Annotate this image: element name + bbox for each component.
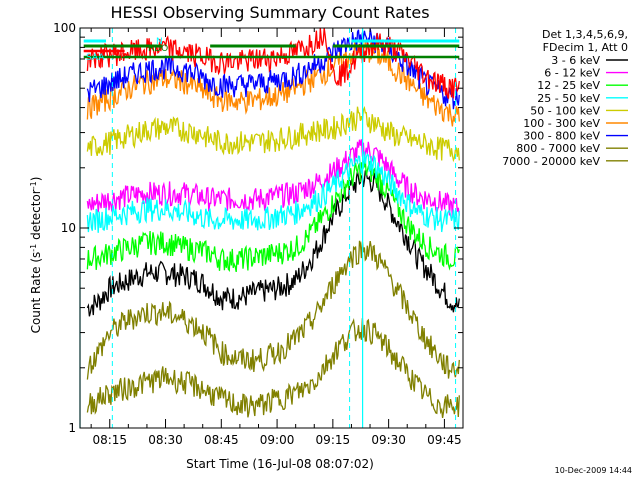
series-3-6-kev — [86, 170, 460, 317]
legend-label-800-7000-kev: 800 - 7000 keV — [516, 142, 600, 155]
legend-header-2: FDecim 1, Att 0 — [543, 41, 628, 54]
y-axis-label: Count Rate (s-1 detector-1) — [29, 177, 44, 334]
y-tick-label: 10 — [61, 221, 76, 235]
axis-layer: 08:15 08:30 08:45 09:00 09:15 09:30 09:45 1 10 10… — [53, 21, 464, 447]
overlay-label-f: F — [120, 53, 125, 63]
series-7000-20000-kev — [86, 317, 460, 418]
x-tick-label: 09:30 — [371, 433, 406, 447]
series-3-6-kev-red — [86, 27, 460, 99]
overlay-label-saa: SAA — [86, 53, 105, 63]
legend-label-300-800-kev: 300 - 800 keV — [523, 130, 600, 143]
x-tick-label: 08:30 — [148, 433, 183, 447]
series-25-50-kev — [86, 151, 460, 233]
y-label-close: ) — [29, 177, 43, 182]
legend-label-100-300-kev: 100 - 300 keV — [523, 117, 600, 130]
series-100-300-kev — [86, 40, 460, 127]
y-label-exp: -1 — [29, 244, 38, 252]
x-tick-label: 09:15 — [316, 433, 351, 447]
y-tick-label: 100 — [53, 21, 76, 35]
y-label-exp2: -1 — [29, 181, 38, 189]
series-800-7000-kev — [86, 240, 460, 380]
legend: Det 1,3,4,5,6,9, FDecim 1, Att 0 3 - 6 k… — [502, 28, 628, 168]
legend-label-25-50-kev: 25 - 50 keV — [537, 92, 600, 105]
y-label-tail: detector — [29, 189, 43, 244]
x-tick-label: 09:00 — [260, 433, 295, 447]
x-tick-label: 09:45 — [427, 433, 462, 447]
legend-label-6-12-kev: 6 - 12 keV — [544, 67, 600, 80]
series-6-12-kev — [86, 139, 460, 218]
overlay-label-rdo: RDO — [148, 44, 168, 54]
x-axis-label: Start Time (16-Jul-08 08:07:02) — [186, 457, 374, 471]
y-tick-label: 1 — [68, 421, 76, 435]
timestamp: 10-Dec-2009 14:44 — [554, 466, 632, 475]
y-label-main: Count Rate (s — [29, 252, 43, 334]
legend-label-50-100-kev: 50 - 100 keV — [530, 104, 600, 117]
series-layer — [86, 27, 460, 418]
series-50-100-kev — [86, 105, 460, 163]
x-tick-label: 08:15 — [92, 433, 127, 447]
legend-label-3-6-kev: 3 - 6 keV — [551, 54, 600, 67]
svg-text:Count Rate (s-1 detector-1): Count Rate (s-1 detector-1) — [29, 177, 44, 334]
x-tick-label: 08:45 — [204, 433, 239, 447]
legend-label-7000-20000-kev: 7000 - 20000 keV — [502, 155, 600, 168]
chart-title: HESSI Observing Summary Count Rates — [110, 3, 429, 22]
legend-label-12-25-kev: 12 - 25 keV — [537, 79, 600, 92]
overlay-label-n: N — [156, 37, 163, 47]
legend-header-1: Det 1,3,4,5,6,9, — [542, 28, 628, 41]
